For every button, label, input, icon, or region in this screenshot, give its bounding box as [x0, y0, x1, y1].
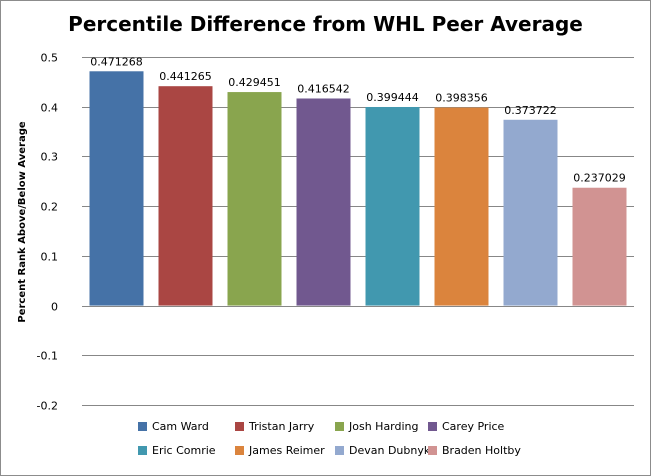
legend-swatch — [428, 422, 437, 431]
legend-label: Eric Comrie — [152, 444, 216, 457]
legend-label: Carey Price — [442, 420, 505, 433]
bar — [158, 86, 213, 306]
legend-label: Braden Holtby — [442, 444, 521, 457]
legend-swatch — [138, 422, 147, 431]
legend-swatch — [428, 446, 437, 455]
legend-item: Devan Dubnyk — [335, 444, 430, 457]
y-tick-label: -0.2 — [37, 400, 58, 413]
legend-item: Cam Ward — [138, 420, 209, 433]
legend-item: Eric Comrie — [138, 444, 216, 457]
legend-item: Braden Holtby — [428, 444, 521, 457]
bar — [227, 92, 282, 306]
legend-item: Tristan Jarry — [235, 420, 314, 433]
data-label: 0.416542 — [297, 82, 350, 95]
legend-label: Tristan Jarry — [249, 420, 315, 433]
bar — [503, 119, 558, 306]
y-tick-label: 0 — [51, 301, 58, 314]
bar — [365, 106, 420, 306]
legend-label: Cam Ward — [152, 420, 209, 433]
legend-item: Josh Harding — [335, 420, 419, 433]
data-label: 0.441265 — [159, 70, 212, 83]
chart-title: Percentile Difference from WHL Peer Aver… — [68, 12, 583, 36]
legend-swatch — [335, 446, 344, 455]
legend-swatch — [335, 422, 344, 431]
legend-label: James Reimer — [249, 444, 325, 457]
bar — [572, 187, 627, 306]
legend-swatch — [235, 422, 244, 431]
bar — [434, 107, 489, 306]
data-label: 0.237029 — [573, 172, 626, 185]
y-tick-label: 0.3 — [41, 151, 59, 164]
data-label: 0.399444 — [366, 91, 419, 104]
data-label: 0.471268 — [90, 55, 143, 68]
legend-swatch — [138, 446, 147, 455]
y-tick-label: 0.4 — [41, 102, 59, 115]
y-tick-label: -0.1 — [37, 350, 58, 363]
y-tick-label: 0.1 — [41, 251, 59, 264]
legend-swatch — [235, 446, 244, 455]
legend-label: Josh Harding — [349, 420, 419, 433]
data-label: 0.373722 — [504, 104, 557, 117]
bar — [296, 98, 351, 306]
y-tick-label: 0.5 — [41, 52, 59, 65]
legend-label: Devan Dubnyk — [349, 444, 431, 457]
bar — [89, 71, 144, 306]
y-tick-label: 0.2 — [41, 201, 59, 214]
data-label: 0.398356 — [435, 92, 488, 105]
legend-item: Carey Price — [428, 420, 504, 433]
legend-item: James Reimer — [235, 444, 325, 457]
data-label: 0.429451 — [228, 76, 281, 89]
